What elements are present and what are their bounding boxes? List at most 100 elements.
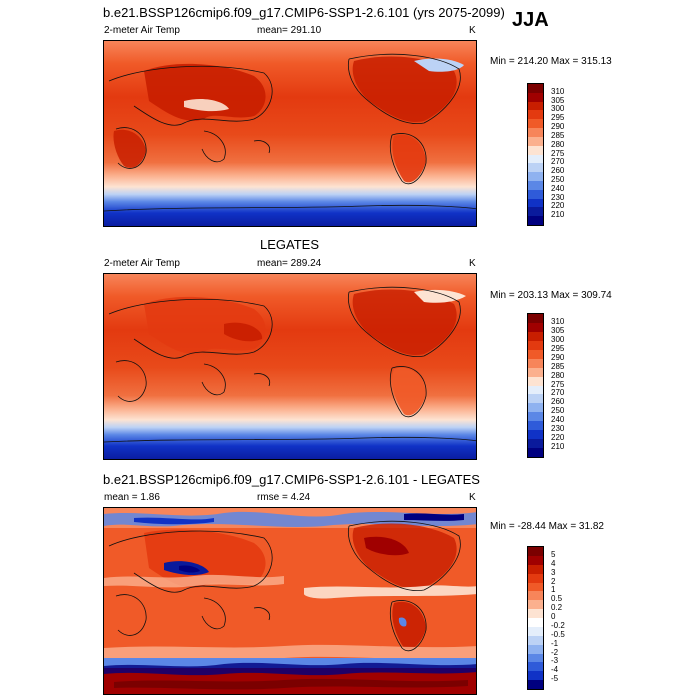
colorbar-swatch [528, 331, 543, 341]
panel-3-rmse-label: rmse = 4.24 [257, 492, 311, 503]
colorbar-swatch [528, 119, 543, 129]
colorbar-tick-label: 285 [551, 130, 565, 140]
colorbar-tick-label: -4 [551, 665, 559, 675]
panel-1-title: b.e21.BSSP126cmip6.f09_g17.CMIP6-SSP1-2.… [103, 5, 505, 20]
colorbar-swatch [528, 582, 543, 592]
colorbar-tick-label: 260 [551, 397, 565, 407]
colorbar-swatch [528, 145, 543, 155]
colorbar-tick-label: 280 [551, 370, 565, 380]
colorbar-tick-label: 290 [551, 352, 565, 362]
colorbar-tick-label: -3 [551, 656, 559, 666]
colorbar-swatch [528, 216, 543, 226]
colorbar-swatch [528, 314, 543, 323]
panel-3-units-label: K [469, 492, 476, 503]
panel-1-units-label: K [469, 25, 476, 36]
panel-2-units-label: K [469, 258, 476, 269]
colorbar-tick-label: 290 [551, 122, 565, 132]
panel-1-colorbar [527, 83, 544, 226]
colorbar-tick-label: 220 [551, 201, 565, 211]
colorbar-swatch [528, 448, 543, 458]
colorbar-tick-label: 210 [551, 210, 565, 220]
colorbar-swatch [528, 555, 543, 565]
colorbar-swatch [528, 136, 543, 146]
panel-3-colorbar-labels: 5 4 3 2 1 0.5 0.2 0 -0.2 -0.5 -1 -2 -3 -4 -5 [551, 546, 591, 690]
colorbar-tick-label: 310 [551, 86, 565, 96]
colorbar-tick-label: 240 [551, 183, 565, 193]
panel-3-mean-label: mean = 1.86 [104, 492, 160, 503]
panel-1-variable-label: 2-meter Air Temp [104, 25, 180, 36]
colorbar-tick-label: 4 [551, 558, 556, 568]
colorbar-swatch [528, 635, 543, 645]
panel-2-title: LEGATES [260, 237, 320, 252]
colorbar-swatch [528, 618, 543, 627]
colorbar-swatch [528, 421, 543, 431]
colorbar-swatch [528, 573, 543, 583]
colorbar-tick-label: 2 [551, 576, 556, 586]
colorbar-tick-label: 3 [551, 567, 556, 577]
colorbar-tick-label: 270 [551, 157, 565, 167]
colorbar-tick-label: 250 [551, 174, 565, 184]
colorbar-swatch [528, 340, 543, 350]
colorbar-tick-label: -2 [551, 647, 559, 657]
colorbar-swatch [528, 367, 543, 377]
colorbar-tick-label: 0 [551, 612, 556, 621]
panel-2-colorbar [527, 313, 544, 458]
colorbar-tick-label: 270 [551, 388, 565, 398]
panel-2-map [103, 273, 477, 460]
colorbar-swatch [528, 163, 543, 173]
colorbar-tick-label: 250 [551, 406, 565, 416]
panel-1-map [103, 40, 477, 227]
season-label: JJA [512, 9, 549, 31]
colorbar-swatch [528, 394, 543, 404]
colorbar-tick-label: 310 [551, 316, 565, 326]
colorbar-swatch [528, 609, 543, 619]
panel-1-minmax: Min = 214.20 Max = 315.13 [490, 56, 612, 67]
colorbar-swatch [528, 349, 543, 359]
colorbar-tick-label: 240 [551, 415, 565, 425]
colorbar-swatch [528, 180, 543, 190]
colorbar-tick-label: 260 [551, 166, 565, 176]
colorbar-swatch [528, 385, 543, 395]
colorbar-tick-label: 5 [551, 549, 556, 559]
colorbar-tick-label: 0.2 [551, 603, 563, 613]
panel-3-title: b.e21.BSSP126cmip6.f09_g17.CMIP6-SSP1-2.… [103, 472, 480, 487]
colorbar-tick-label: 285 [551, 361, 565, 371]
colorbar-tick-label: 1 [551, 585, 556, 595]
colorbar-tick-label: 275 [551, 379, 565, 389]
colorbar-tick-label: -1 [551, 638, 559, 648]
colorbar-swatch [528, 547, 543, 556]
colorbar-swatch [528, 322, 543, 332]
colorbar-swatch [528, 403, 543, 413]
colorbar-swatch [528, 653, 543, 663]
colorbar-tick-label: 230 [551, 192, 565, 202]
colorbar-tick-label: 210 [551, 442, 565, 452]
colorbar-tick-label: 295 [551, 343, 565, 353]
panel-1-colorbar-labels: 310 305 300 295 290 285 280 275 270 260 250 240 230 2… [551, 83, 591, 226]
panel-2-mean-label: mean= 289.24 [257, 258, 322, 269]
colorbar-swatch [528, 376, 543, 386]
colorbar-swatch [528, 439, 543, 449]
colorbar-swatch [528, 101, 543, 111]
panel-1-mean-label: mean= 291.10 [257, 25, 322, 36]
colorbar-tick-label: 305 [551, 325, 565, 335]
colorbar-tick-label: -5 [551, 674, 559, 684]
colorbar-swatch [528, 110, 543, 120]
colorbar-swatch [528, 626, 543, 636]
colorbar-tick-label: 300 [551, 104, 565, 114]
colorbar-tick-label: 0.5 [551, 594, 563, 604]
colorbar-tick-label: 280 [551, 139, 565, 149]
colorbar-tick-label: 275 [551, 148, 565, 158]
colorbar-tick-label: 295 [551, 113, 565, 123]
colorbar-tick-label: -0.2 [551, 620, 565, 630]
colorbar-swatch [528, 671, 543, 681]
colorbar-tick-label: 230 [551, 424, 565, 434]
panel-2-minmax: Min = 203.13 Max = 309.74 [490, 290, 612, 301]
colorbar-swatch [528, 358, 543, 368]
panel-3-colorbar [527, 546, 544, 690]
colorbar-swatch [528, 564, 543, 574]
colorbar-swatch [528, 591, 543, 601]
colorbar-swatch [528, 172, 543, 182]
colorbar-swatch [528, 644, 543, 654]
colorbar-tick-label: 220 [551, 433, 565, 443]
colorbar-swatch [528, 680, 543, 690]
